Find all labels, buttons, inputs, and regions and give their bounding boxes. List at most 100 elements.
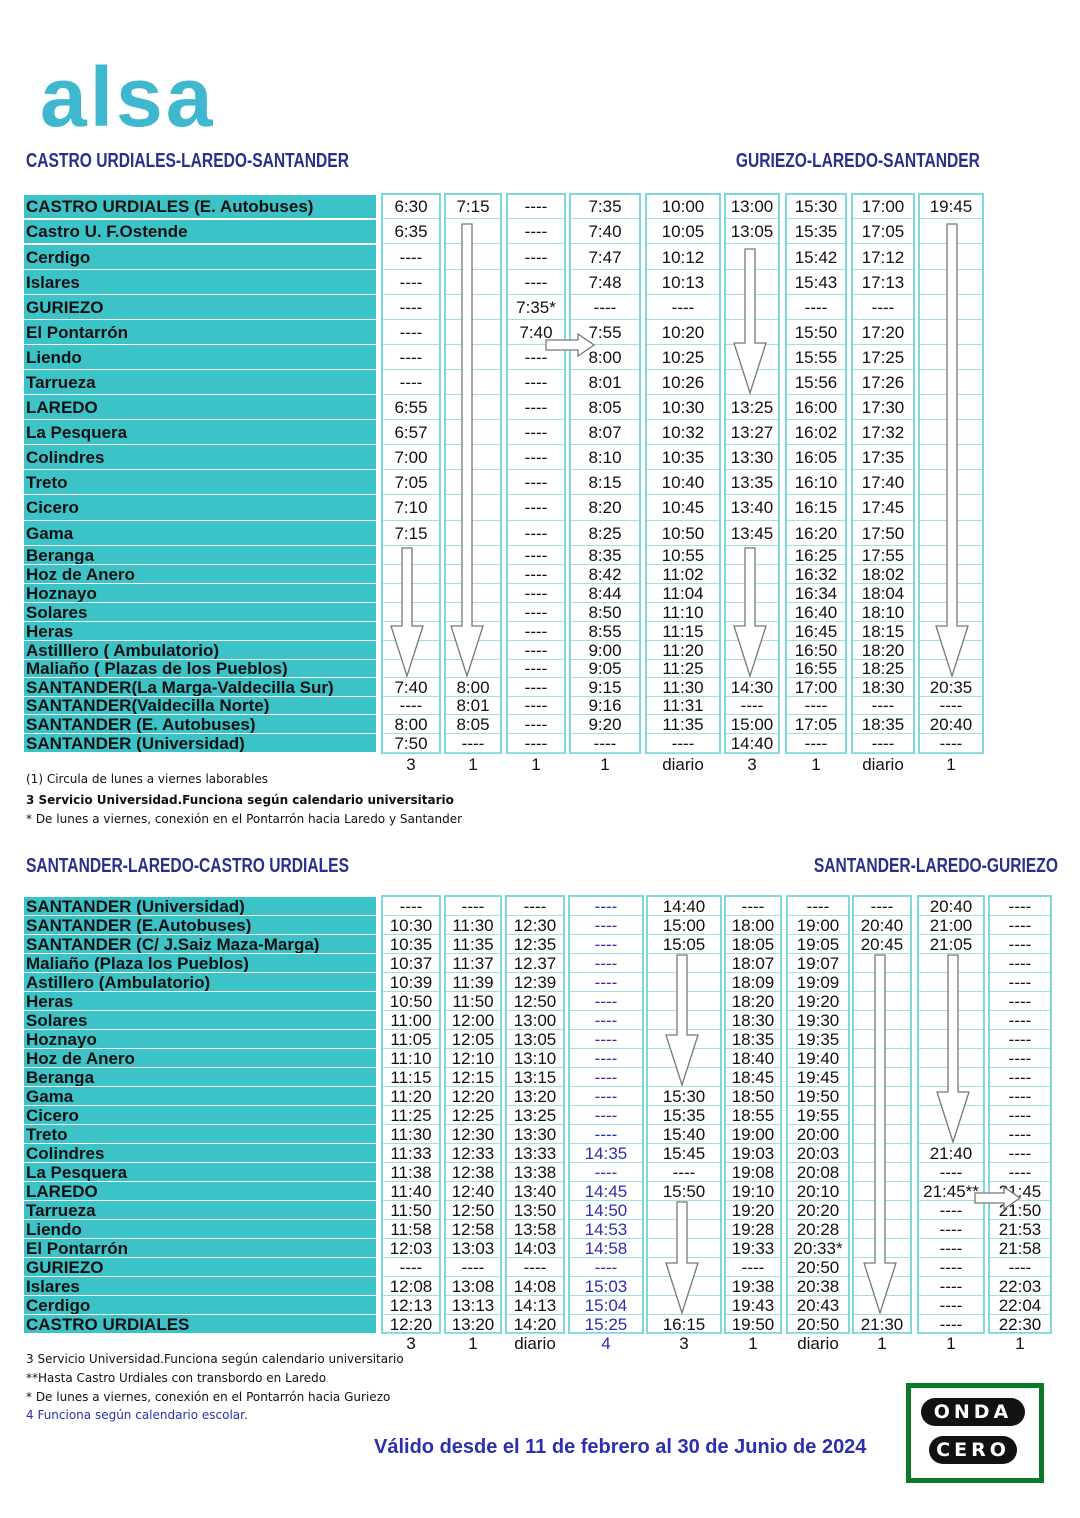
time-cell: 22:30	[990, 1315, 1050, 1334]
time-cell: 13:00	[507, 1011, 563, 1030]
time-cell: ----	[570, 973, 642, 992]
time-cell: 11:31	[647, 697, 719, 715]
time-cell: 11:15	[383, 1068, 439, 1087]
validity-text: Válido desde el 11 de febrero al 30 de J…	[374, 1436, 867, 1458]
time-cell: ----	[570, 1049, 642, 1068]
time-cell: 14:40	[726, 734, 778, 753]
time-cell: 12:03	[383, 1239, 439, 1258]
time-cell: 6:57	[383, 420, 439, 445]
time-cell: 11:40	[383, 1182, 439, 1201]
time-cell	[446, 603, 500, 622]
time-cell: 19:08	[726, 1163, 780, 1182]
stop-name: Treto	[24, 1125, 376, 1144]
frequency-footer: 1	[877, 1334, 887, 1353]
time-cell	[446, 370, 500, 395]
time-cell: 12:15	[446, 1068, 500, 1087]
time-cell: 20:20	[788, 1201, 848, 1220]
time-cell: 11:37	[446, 954, 500, 973]
time-cell	[854, 1049, 910, 1068]
time-cell: ----	[788, 897, 848, 916]
time-cell: 8:15	[571, 470, 639, 495]
frequency-footer: 1	[1015, 1334, 1025, 1353]
time-cell: ----	[508, 395, 564, 420]
time-cell	[648, 1277, 720, 1296]
time-cell: 20:10	[788, 1182, 848, 1201]
time-cell: ----	[919, 1201, 983, 1220]
service-column: ---- 20:40 20:45 21:30	[852, 895, 912, 1334]
time-cell: ----	[383, 245, 439, 270]
time-cell: 21:45**	[919, 1182, 983, 1201]
time-cell: ----	[508, 641, 564, 660]
time-cell: ----	[570, 1258, 642, 1277]
time-cell: ----	[787, 295, 845, 320]
time-cell: ----	[383, 697, 439, 715]
time-cell: ----	[508, 565, 564, 584]
time-cell: 11:35	[446, 935, 500, 954]
time-cell: ----	[508, 495, 564, 521]
time-cell: 18:04	[853, 584, 913, 603]
time-cell	[920, 395, 982, 420]
time-cell	[920, 641, 982, 660]
time-cell	[383, 660, 439, 678]
time-cell: ----	[570, 935, 642, 954]
stop-name: SANTANDER (E.Autobuses)	[24, 916, 376, 935]
stop-name: SANTANDER (Universidad)	[24, 734, 376, 753]
time-cell	[920, 546, 982, 565]
time-cell: 21:50	[990, 1201, 1050, 1220]
time-cell	[920, 370, 982, 395]
time-cell: 12:50	[507, 992, 563, 1011]
time-cell: 16:02	[787, 420, 845, 445]
time-cell	[919, 1049, 983, 1068]
time-cell: 11:58	[383, 1220, 439, 1239]
time-cell	[854, 1030, 910, 1049]
time-cell: ----	[787, 697, 845, 715]
frequency-footer: diario	[662, 755, 704, 774]
time-cell: 12:39	[507, 973, 563, 992]
time-cell	[446, 521, 500, 546]
time-cell: 13:40	[507, 1182, 563, 1201]
stop-name: GURIEZO	[24, 1258, 376, 1277]
time-cell: 7:35*	[508, 295, 564, 320]
time-cell	[920, 521, 982, 546]
time-cell: ----	[508, 445, 564, 470]
time-cell: 12:33	[446, 1144, 500, 1163]
time-cell: 16:20	[787, 521, 845, 546]
time-cell: 16:25	[787, 546, 845, 565]
stop-name: SANTANDER (Universidad)	[24, 897, 376, 916]
time-cell: 15:50	[787, 320, 845, 345]
frequency-footer: 1	[600, 755, 610, 774]
time-cell: 21:00	[919, 916, 983, 935]
time-cell: ----	[383, 897, 439, 916]
note-7: 4 Funciona según calendario escolar.	[26, 1408, 248, 1422]
time-cell: 22:04	[990, 1296, 1050, 1315]
time-cell: ----	[508, 345, 564, 370]
stop-name: Tarrueza	[24, 370, 376, 395]
time-cell: ----	[446, 1258, 500, 1277]
time-cell	[919, 1068, 983, 1087]
service-column: ---- ---- ---- ---- ---- ---- ---- ---- ---- ----…	[988, 895, 1052, 1334]
stop-name: CASTRO URDIALES	[24, 1315, 376, 1334]
time-cell: ----	[446, 734, 500, 753]
time-cell	[648, 1068, 720, 1087]
time-cell	[383, 622, 439, 641]
time-cell: 17:25	[853, 345, 913, 370]
time-cell: 17:20	[853, 320, 913, 345]
time-cell: ----	[990, 1144, 1050, 1163]
time-cell: 17:30	[853, 395, 913, 420]
time-cell: 17:40	[853, 470, 913, 495]
time-cell: 16:55	[787, 660, 845, 678]
time-cell: 12:25	[446, 1106, 500, 1125]
time-cell: 16:32	[787, 565, 845, 584]
time-cell: 20:28	[788, 1220, 848, 1239]
time-cell	[726, 603, 778, 622]
time-cell	[446, 220, 500, 244]
table1-title-left: CASTRO URDIALES-LAREDO-SANTANDER	[26, 150, 349, 172]
time-cell: 10:40	[647, 470, 719, 495]
time-cell: 12:30	[446, 1125, 500, 1144]
time-cell: 7:00	[383, 445, 439, 470]
time-cell: 18:00	[726, 916, 780, 935]
time-cell: 11:20	[383, 1087, 439, 1106]
stop-name: Cicero	[24, 1106, 376, 1125]
time-cell: 13:38	[507, 1163, 563, 1182]
time-cell	[726, 660, 778, 678]
